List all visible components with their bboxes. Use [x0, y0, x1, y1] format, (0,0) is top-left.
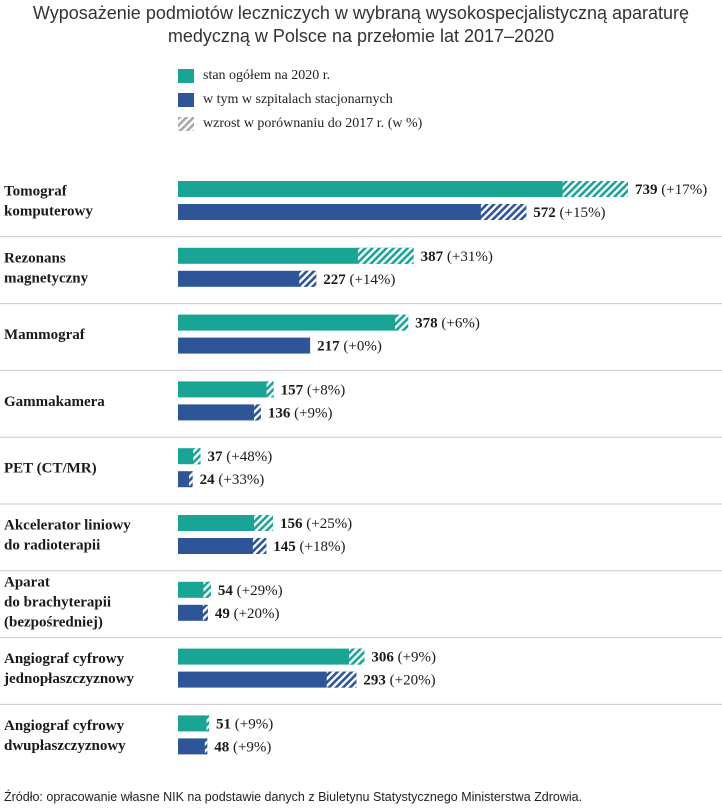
data-label: 227 (+14%) — [323, 272, 395, 288]
source-note: Źródło: opracowanie własne NIK na podsta… — [4, 790, 583, 804]
bar-total — [178, 581, 211, 598]
bar-hospitals — [178, 337, 311, 354]
bar-growth-hatch — [204, 738, 208, 755]
legend-label-hospitals: w tym w szpitalach stacjonarnych — [203, 92, 393, 107]
data-label: 54 (+29%) — [218, 583, 283, 599]
bar-growth-hatch — [188, 471, 193, 488]
chart-title-line-2: medyczną w Polsce na przełomie lat 2017–… — [167, 26, 555, 46]
category-label: Angiograf cyfrowy — [4, 651, 125, 667]
category-label: komputerowy — [4, 204, 93, 220]
bar-total — [178, 314, 409, 331]
bar-hospitals — [178, 270, 317, 287]
data-label: 49 (+20%) — [215, 606, 280, 622]
data-label: 306 (+9%) — [371, 650, 436, 666]
bar-hospitals — [178, 604, 208, 621]
bar-total — [178, 515, 273, 531]
category-label: Akcelerator liniowy — [4, 518, 131, 534]
legend-swatch-hospitals — [178, 93, 194, 107]
data-label: 24 (+33%) — [200, 472, 265, 488]
category-label: Gammakamera — [4, 394, 105, 410]
bar-growth-hatch — [202, 604, 208, 621]
bar-growth-hatch — [253, 515, 273, 531]
bar-growth-hatch — [203, 581, 211, 598]
bar-growth-hatch — [480, 204, 527, 220]
bar-total — [178, 715, 210, 732]
bar-growth-hatch — [357, 247, 414, 264]
data-label: 387 (+31%) — [421, 249, 493, 265]
category-label: do brachyterapii — [4, 594, 111, 610]
data-label: 136 (+9%) — [268, 405, 333, 421]
category-label: magnetyczny — [4, 270, 89, 286]
category-label: (bezpośredniej) — [4, 614, 103, 630]
bar-growth-hatch — [562, 181, 628, 197]
bar-chart: Tomograf komputerowy 739 (+17%) 572 (+15%) R… — [0, 181, 722, 755]
chart-title-line-1: Wyposażenie podmiotów leczniczych w wybr… — [32, 3, 690, 23]
bar-total — [178, 181, 628, 197]
category-label: PET (CT/MR) — [4, 461, 97, 477]
bar-hospitals — [178, 204, 527, 220]
bar-hospitals — [178, 538, 267, 554]
data-label: 572 (+15%) — [533, 205, 605, 221]
bar-growth-hatch — [253, 404, 261, 421]
category-label: jednopłaszczyznowy — [3, 671, 134, 687]
data-label: 51 (+9%) — [216, 716, 273, 732]
data-label: 739 (+17%) — [635, 182, 707, 198]
bar-hospitals — [178, 404, 261, 421]
category-label: Rezonans — [4, 250, 66, 266]
legend-swatch-growth — [178, 117, 194, 131]
category-label: Aparat — [4, 574, 50, 590]
bar-growth-hatch — [348, 648, 365, 665]
category-label: do radioterapii — [4, 538, 100, 554]
bar-growth-hatch — [395, 314, 409, 331]
bar-growth-hatch — [299, 270, 317, 287]
bar-total — [178, 247, 414, 264]
category-label: dwupłaszczyznowy — [4, 738, 126, 754]
data-label: 48 (+9%) — [214, 739, 271, 755]
category-label: Mammograf — [4, 327, 86, 343]
bar-growth-hatch — [193, 448, 201, 465]
bar-hospitals — [178, 471, 193, 488]
data-label: 145 (+18%) — [273, 539, 345, 555]
chart-title: Wyposażenie podmiotów leczniczych w wybr… — [0, 2, 722, 48]
bar-growth-hatch — [206, 715, 210, 732]
category-label: Angiograf cyfrowy — [4, 718, 125, 734]
legend-label-total: stan ogółem na 2020 r. — [203, 68, 331, 83]
category-label: Tomograf — [4, 184, 68, 200]
bar-growth-hatch — [252, 538, 267, 554]
legend-label-growth: wzrost w porównaniu do 2017 r. (w %) — [203, 116, 423, 131]
data-label: 37 (+48%) — [208, 449, 273, 465]
data-label: 217 (+0%) — [317, 339, 382, 355]
bar-growth-hatch — [326, 671, 357, 688]
data-label: 293 (+20%) — [363, 673, 435, 689]
data-label: 156 (+25%) — [280, 516, 352, 532]
data-label: 378 (+6%) — [415, 316, 480, 332]
data-label: 157 (+8%) — [281, 382, 346, 398]
legend-swatch-total — [178, 69, 194, 83]
bar-total — [178, 381, 274, 398]
bar-hospitals — [178, 738, 208, 755]
bar-hospitals — [178, 671, 357, 688]
bar-growth-hatch — [266, 381, 274, 398]
bar-total — [178, 648, 365, 665]
